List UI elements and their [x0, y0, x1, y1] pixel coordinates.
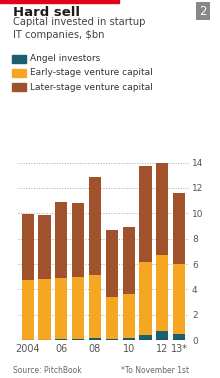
Bar	[89, 338, 101, 340]
Text: Source: PitchBook: Source: PitchBook	[13, 366, 82, 375]
Bar	[123, 294, 135, 338]
Bar	[139, 335, 152, 340]
Text: *To November 1st: *To November 1st	[121, 366, 189, 375]
Bar	[22, 339, 34, 340]
Text: Capital invested in startup
IT companies, $bn: Capital invested in startup IT companies…	[13, 17, 146, 40]
Bar	[89, 177, 101, 275]
Bar	[156, 160, 168, 255]
Bar	[55, 339, 67, 340]
Bar	[22, 214, 34, 280]
Bar	[38, 339, 51, 340]
Bar	[38, 279, 51, 339]
Text: Later-stage venture capital: Later-stage venture capital	[30, 83, 153, 92]
Bar	[156, 255, 168, 331]
Bar	[173, 264, 185, 334]
Bar	[106, 230, 118, 297]
Text: 2: 2	[199, 5, 207, 17]
Bar	[123, 338, 135, 340]
Bar	[72, 203, 84, 277]
Bar	[72, 339, 84, 340]
Bar	[173, 193, 185, 264]
Bar	[139, 262, 152, 335]
Bar	[106, 297, 118, 339]
Bar	[173, 334, 185, 340]
Bar	[139, 166, 152, 262]
Text: Early-stage venture capital: Early-stage venture capital	[30, 68, 152, 77]
Text: Hard sell: Hard sell	[13, 6, 80, 19]
Bar	[55, 278, 67, 339]
Bar	[38, 215, 51, 279]
Bar	[72, 277, 84, 339]
Bar	[123, 227, 135, 294]
Bar	[89, 275, 101, 338]
Bar	[22, 280, 34, 339]
Bar	[156, 331, 168, 340]
Text: Angel investors: Angel investors	[30, 54, 100, 63]
Bar	[106, 339, 118, 340]
Bar	[55, 202, 67, 278]
